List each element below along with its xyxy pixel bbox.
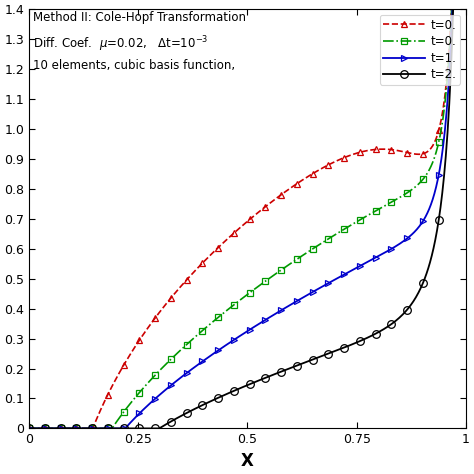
Text: Diff. Coef.  $\mu$=0.02,   $\Delta$t=10$^{-3}$: Diff. Coef. $\mu$=0.02, $\Delta$t=10$^{-…: [33, 35, 209, 54]
Legend: t=0., t=0., t=1., t=2.: t=0., t=0., t=1., t=2.: [380, 15, 460, 85]
Text: Method II: Cole-Hopf Transformation: Method II: Cole-Hopf Transformation: [33, 10, 246, 24]
Text: 10 elements, cubic basis function,: 10 elements, cubic basis function,: [33, 59, 236, 72]
X-axis label: X: X: [241, 452, 254, 470]
